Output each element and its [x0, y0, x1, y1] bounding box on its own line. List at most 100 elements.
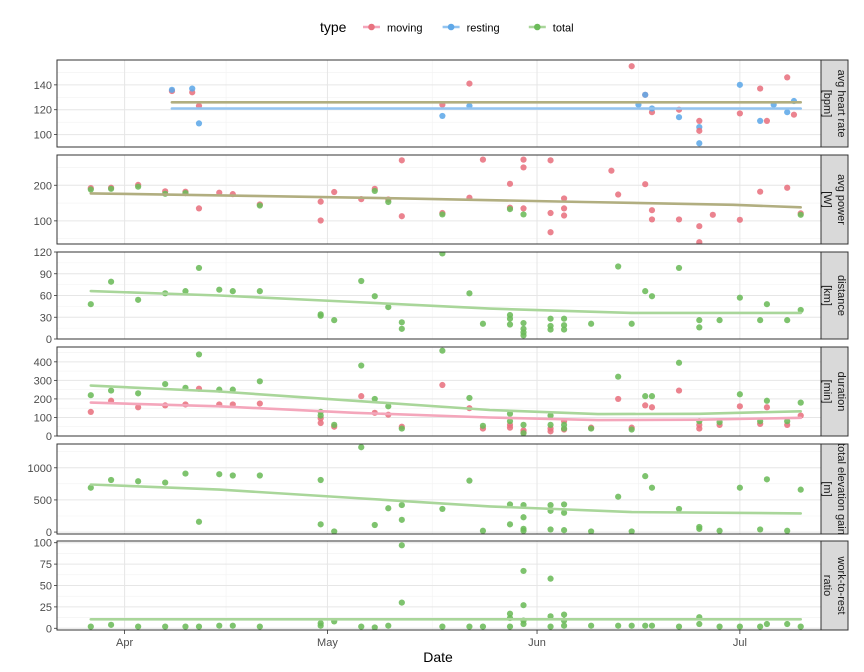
point-moving	[560, 205, 568, 212]
point-total	[398, 425, 405, 432]
point-total	[479, 320, 487, 327]
point-moving	[520, 205, 527, 212]
point-total	[87, 484, 94, 491]
facet-strip: duration[min]	[820, 346, 849, 437]
point-total	[520, 514, 527, 521]
point-moving	[757, 188, 764, 195]
y-tick-label: 100	[34, 538, 52, 550]
point-total	[331, 317, 338, 324]
point-total	[195, 518, 203, 525]
strip-background	[820, 59, 849, 148]
point-resting	[189, 85, 196, 92]
point-moving	[763, 117, 771, 124]
y-tick-label: 75	[40, 559, 52, 571]
point-total	[588, 425, 595, 432]
point-total	[216, 471, 223, 478]
point-resting	[675, 114, 683, 121]
point-total	[615, 493, 622, 500]
y-tick-label: 90	[40, 269, 52, 281]
legend-label: resting	[467, 23, 500, 35]
point-total	[784, 317, 791, 324]
point-total	[506, 315, 514, 322]
strip-text-group: distance[km]	[821, 275, 847, 316]
point-resting	[736, 81, 743, 88]
point-total	[256, 202, 263, 209]
point-total	[317, 622, 324, 629]
y-tick-label: 60	[40, 291, 52, 303]
y-tick-label: 50	[40, 581, 52, 593]
point-total	[135, 623, 142, 630]
strip-label: work-to-rest	[835, 555, 847, 614]
point-total	[520, 211, 527, 218]
facet-duration: 0 100 200 300 400 duration[min]	[34, 346, 849, 443]
point-total	[317, 521, 324, 528]
x-tick-label: Apr	[116, 637, 133, 649]
point-total	[506, 418, 514, 425]
point-total	[385, 403, 392, 410]
trend-line-total	[89, 384, 802, 416]
facet-elevation: 0 500 1000 total elevation gain[m]	[28, 443, 849, 539]
point-total	[615, 263, 622, 270]
point-total	[107, 278, 115, 285]
point-total	[506, 321, 514, 328]
facet-heart: 100 120 140 avg heart rate[bpm]	[34, 59, 849, 148]
legend-key-point	[447, 23, 455, 31]
point-total	[648, 393, 656, 400]
point-total	[648, 484, 656, 491]
legend-label: total	[553, 23, 574, 35]
point-total	[628, 622, 635, 629]
point-moving	[757, 85, 764, 92]
point-moving	[135, 404, 142, 411]
point-total	[763, 476, 771, 483]
point-moving	[547, 229, 554, 236]
point-total	[135, 183, 142, 190]
point-total	[642, 288, 649, 295]
point-total	[797, 399, 804, 406]
point-total	[642, 393, 649, 400]
trend-line-total	[89, 483, 802, 515]
strip-label: [bpm]	[821, 90, 833, 118]
point-total	[560, 322, 568, 329]
point-total	[520, 602, 527, 609]
point-moving	[195, 205, 203, 212]
point-total	[628, 320, 635, 327]
point-total	[675, 623, 683, 630]
point-total	[615, 622, 622, 629]
point-moving	[696, 239, 703, 244]
point-moving	[642, 402, 649, 409]
point-total	[229, 622, 236, 629]
point-total	[358, 623, 365, 630]
strip-background	[820, 443, 849, 535]
point-moving	[709, 211, 716, 218]
point-total	[317, 476, 324, 484]
point-total	[675, 505, 683, 513]
point-moving	[784, 184, 791, 191]
point-total	[716, 527, 723, 534]
point-moving	[608, 167, 615, 174]
point-total	[763, 301, 771, 308]
point-total	[648, 293, 656, 300]
point-total	[331, 528, 338, 534]
point-total	[479, 623, 487, 630]
point-moving	[547, 428, 554, 435]
point-moving	[696, 425, 703, 432]
point-total	[588, 320, 595, 327]
point-total	[628, 528, 635, 534]
point-total	[763, 397, 771, 404]
trend-line-moving	[89, 401, 802, 422]
point-total	[229, 472, 236, 479]
point-total	[398, 599, 405, 606]
point-total	[560, 326, 568, 333]
y-tick-label: 0	[46, 623, 52, 635]
facet-plot-area	[87, 347, 804, 436]
point-resting	[195, 120, 203, 127]
point-moving	[506, 424, 514, 431]
facet-strip: avg power[W]	[820, 154, 849, 245]
point-total	[331, 421, 338, 428]
y-tick-label: 1000	[28, 463, 52, 475]
point-total	[398, 319, 405, 326]
point-moving	[628, 63, 635, 70]
facet-strip: avg heart rate[bpm]	[820, 59, 849, 148]
point-total	[162, 479, 169, 486]
